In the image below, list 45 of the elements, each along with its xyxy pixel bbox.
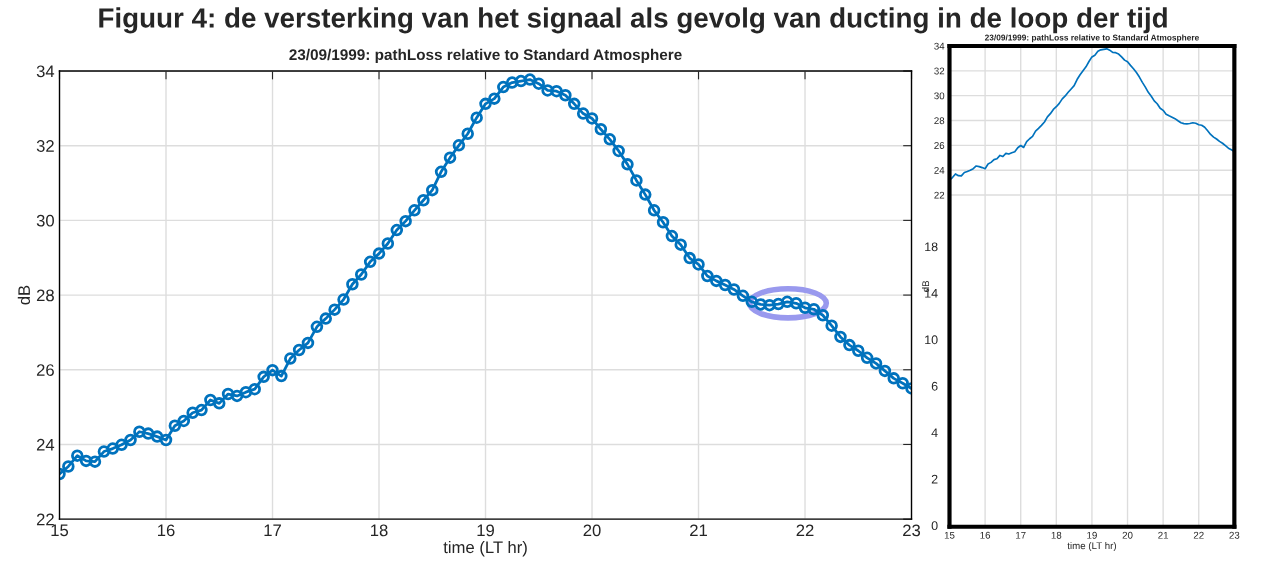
x-tick-label: 21 — [1158, 531, 1169, 539]
y-tick-label: 30 — [934, 92, 945, 100]
text: 10 — [925, 335, 938, 345]
chart-title: 23/09/1999: pathLoss relative to Standard Atmosphere — [984, 34, 1199, 43]
y-tick-label: 22 — [36, 513, 54, 526]
x-tick-label: 15 — [51, 524, 69, 537]
x-tick-label: 22 — [1193, 531, 1204, 539]
chart-subtitle: 23/09/1999: pathLoss relative to Standard Atmosphere — [289, 48, 682, 64]
x-tick-label: 18 — [1051, 531, 1062, 539]
y-tick-label: 26 — [36, 364, 54, 376]
y-tick-label: 28 — [934, 117, 945, 125]
x-tick-label: 16 — [980, 531, 991, 539]
text: 4 — [931, 428, 938, 437]
x-tick-label: 15 — [944, 531, 955, 539]
x-tick-label: 18 — [371, 524, 388, 537]
x-axis-title: time (LT hr) — [1067, 542, 1116, 552]
y-tick-label: 24 — [934, 166, 945, 174]
x-tick-label: 19 — [1087, 531, 1097, 539]
x-tick-label: 16 — [158, 524, 175, 537]
y-tick-label: 22 — [934, 191, 945, 199]
line-series — [949, 48, 1235, 181]
y-axis-title: dB — [17, 285, 31, 305]
text: 18 — [925, 242, 938, 252]
y-tick-label: 26 — [934, 142, 945, 149]
y-tick-label: 34 — [934, 42, 945, 50]
x-tick-label: 23 — [1229, 531, 1240, 539]
y-tick-label: 34 — [36, 65, 55, 78]
x-tick-label: 21 — [690, 524, 707, 537]
x-tick-label: 17 — [1016, 531, 1026, 539]
chart-title: Figuur 4: de versterking van het signaal als gevolg van ducting in de loop der tijd — [99, 7, 1167, 34]
x-axis-title: time (LT hr) — [443, 540, 527, 557]
text: 6 — [931, 381, 938, 391]
y-tick-label: 24 — [36, 438, 55, 451]
x-tick-label: 19 — [477, 524, 494, 537]
y-tick-label: 28 — [36, 289, 54, 302]
x-tick-label: 23 — [903, 524, 921, 537]
x-tick-label: 17 — [264, 524, 281, 537]
x-tick-label: 20 — [583, 524, 601, 537]
x-tick-label: 22 — [796, 524, 814, 537]
x-tick-label: 20 — [1122, 531, 1133, 539]
text: 2 — [931, 474, 938, 484]
y-tick-label: 30 — [36, 214, 54, 227]
y-tick-label: 32 — [36, 140, 54, 152]
y-tick-label: 32 — [934, 67, 945, 75]
text: 0 — [931, 521, 938, 531]
